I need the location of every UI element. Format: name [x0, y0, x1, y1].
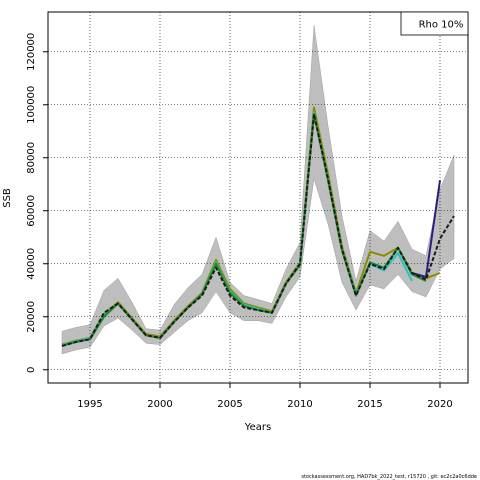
series-layer	[61, 106, 455, 347]
y-axis-label: SSB	[2, 188, 13, 208]
y-tick-label: 40000	[26, 248, 37, 280]
series-line-5	[61, 113, 455, 347]
x-tick-label: 1995	[77, 399, 102, 410]
x-axis: 1995 2000 2005 2010 2015 2020	[77, 383, 453, 410]
x-tick-label: 2010	[287, 399, 312, 410]
x-tick-label: 2000	[147, 399, 172, 410]
x-tick-label: 2005	[217, 399, 242, 410]
y-tick-label: 20000	[26, 301, 37, 333]
legend-box	[400, 11, 469, 36]
legend: Rho 10%	[400, 11, 469, 36]
x-tick-label: 2020	[427, 399, 452, 410]
y-tick-label: 0	[26, 367, 37, 373]
plot-frame	[47, 11, 469, 384]
y-tick-label: 80000	[26, 142, 37, 174]
grid-layer	[48, 12, 468, 383]
y-tick-label: 100000	[26, 86, 37, 124]
y-tick-label: 120000	[26, 33, 37, 71]
x-axis-label: Years	[244, 422, 271, 433]
legend-label: Rho 10%	[419, 20, 464, 31]
y-tick-label: 60000	[26, 195, 37, 227]
series-line-3	[61, 113, 427, 347]
footer-text: stockassessment.org, HAD7bk_2022_test, r…	[301, 474, 477, 480]
y-axis: 0 20000 40000 60000 80000 100000 120000	[26, 33, 48, 373]
x-tick-label: 2015	[357, 399, 382, 410]
